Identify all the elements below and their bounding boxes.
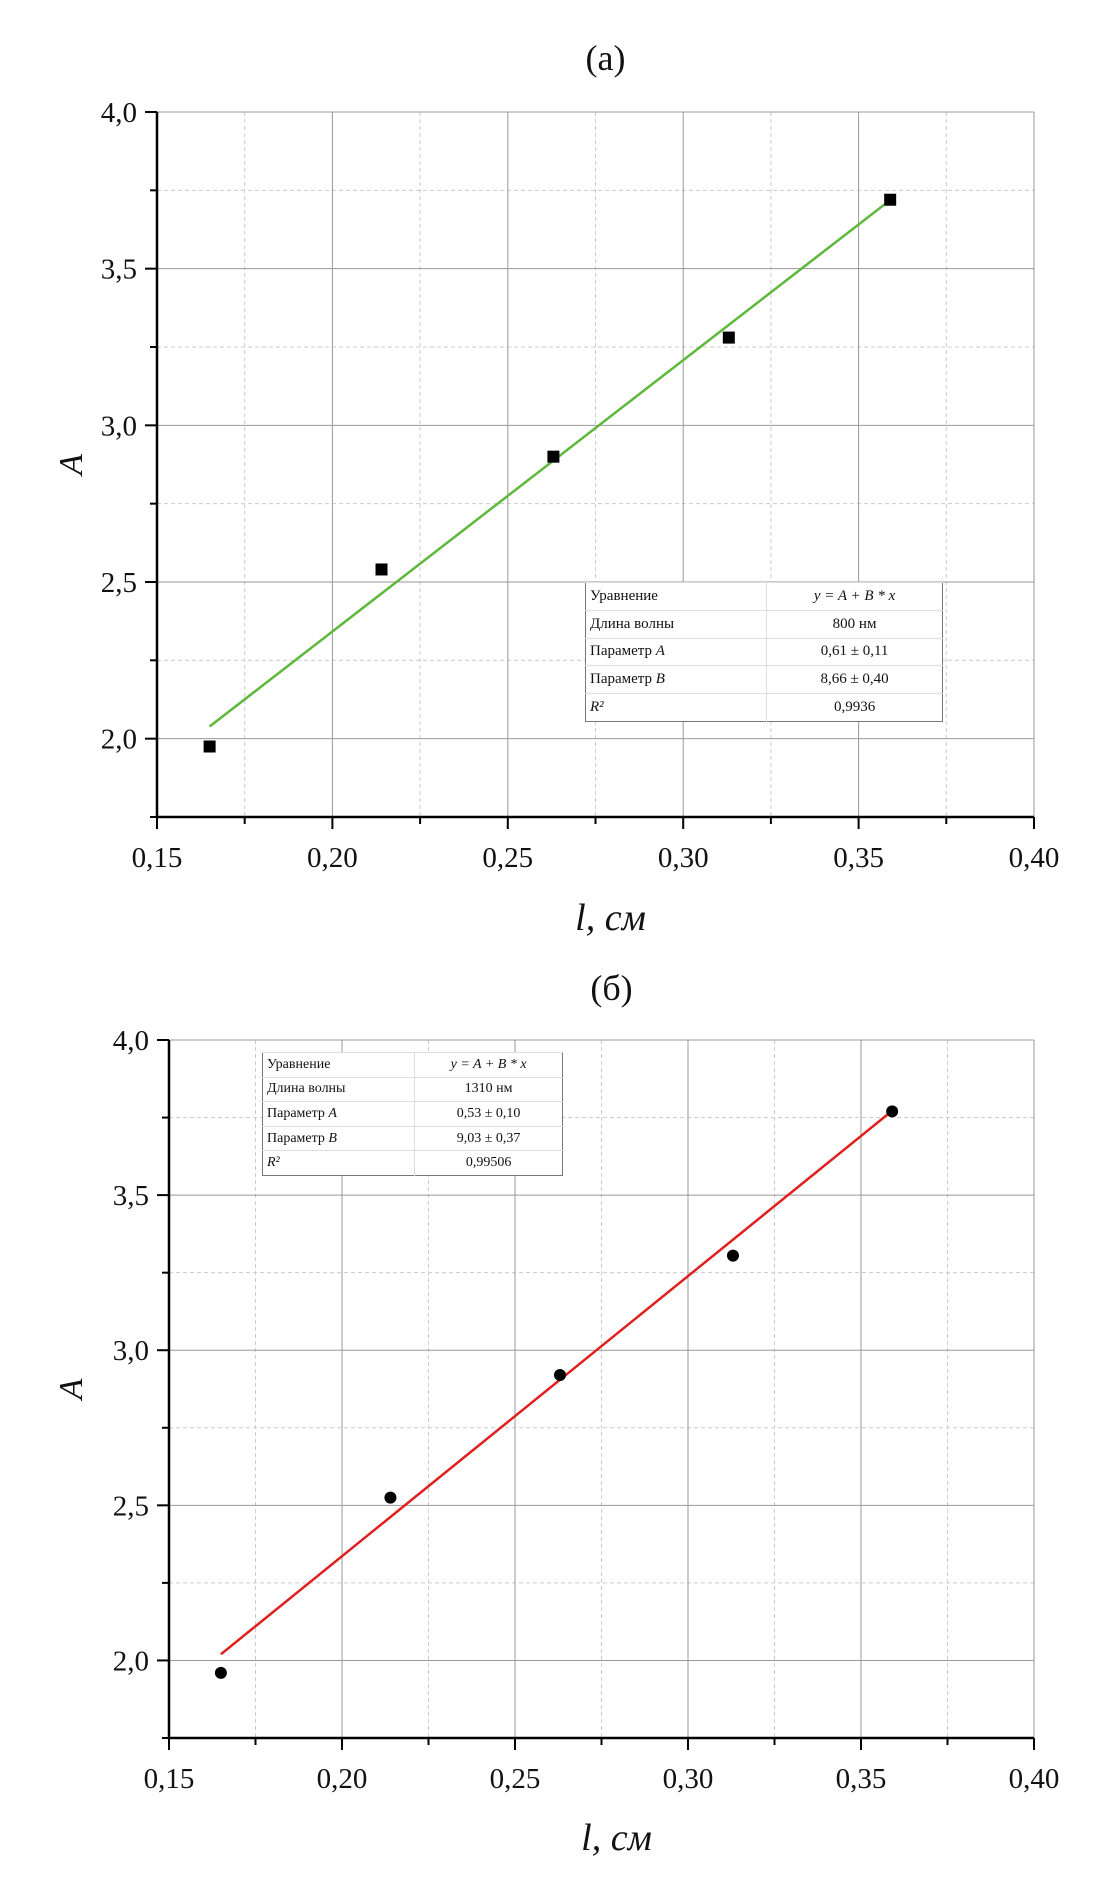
data-point <box>375 563 388 576</box>
x-tick-label: 0,40 <box>1009 1763 1060 1795</box>
table-value: 9,03 ± 0,37 <box>414 1125 563 1151</box>
x-axis-label: l, см <box>575 897 646 939</box>
parameter-symbol: A <box>652 643 665 660</box>
y-tick-label: 4,0 <box>101 97 137 129</box>
x-tick-label: 0,25 <box>482 842 533 874</box>
x-tick-label: 0,20 <box>317 1763 368 1795</box>
table-label: R² <box>585 693 767 722</box>
fit-results-table-a: Уравнение y = A + B * x Длина волны 800 нм П… <box>585 582 943 722</box>
chart-title: (б) <box>590 968 632 1008</box>
data-point <box>384 1491 397 1504</box>
table-value: 0,53 ± 0,10 <box>414 1101 563 1127</box>
chart-a: 0,15 0,20 0,25 0,30 0,35 0,40 2,0 2,5 3,0 3,5 4,0 (… <box>53 38 1059 939</box>
table-value: y = A + B * x <box>766 582 943 611</box>
y-tick-label: 2,5 <box>113 1490 149 1522</box>
y-tick-label: 3,5 <box>101 254 137 286</box>
x-tick-label: 0,15 <box>144 1763 195 1795</box>
x-tick-label: 0,30 <box>658 842 709 874</box>
x-tick-label: 0,25 <box>490 1763 541 1795</box>
table-label: Параметр B <box>585 665 767 694</box>
table-row: Параметр B 9,03 ± 0,37 <box>262 1125 563 1151</box>
y-axis-label: A <box>53 1378 90 1401</box>
x-tick-label: 0,35 <box>833 842 884 874</box>
chart-title: (a) <box>586 38 626 78</box>
data-point <box>214 1666 227 1679</box>
y-tick-label: 2,5 <box>101 567 137 599</box>
table-row: Параметр A 0,61 ± 0,11 <box>585 637 943 666</box>
table-label: Уравнение <box>262 1052 415 1078</box>
y-tick-label: 2,0 <box>113 1645 149 1677</box>
data-point <box>886 1105 899 1118</box>
fit-results-table-b: Уравнение y = A + B * x Длина волны 1310 нм… <box>262 1052 563 1176</box>
data-point <box>884 193 897 206</box>
table-row: Параметр B 8,66 ± 0,40 <box>585 665 943 694</box>
data-point <box>203 740 216 753</box>
table-row: Параметр A 0,53 ± 0,10 <box>262 1101 563 1127</box>
table-label: Параметр B <box>262 1125 415 1151</box>
table-row: Длина волны 800 нм <box>585 609 943 639</box>
x-tick-label: 0,20 <box>307 842 358 874</box>
table-value: 0,99506 <box>414 1150 563 1176</box>
x-tick-label: 0,40 <box>1009 842 1060 874</box>
data-point <box>553 1369 566 1382</box>
chart-b: 0,15 0,20 0,25 0,30 0,35 0,40 2,0 2,5 3,0 3,5 4,0 (… <box>53 968 1059 1859</box>
parameter-symbol: B <box>324 1130 337 1146</box>
table-value: y = A + B * x <box>414 1052 563 1078</box>
table-row: Уравнение y = A + B * x <box>262 1052 563 1078</box>
table-label: Длина волны <box>585 609 767 639</box>
data-point <box>722 331 735 344</box>
y-tick-label: 3,0 <box>101 410 137 442</box>
x-axis-label: l, см <box>581 1817 652 1859</box>
x-tick-label: 0,15 <box>132 842 183 874</box>
y-tick-label: 4,0 <box>113 1025 149 1057</box>
table-label: Уравнение <box>585 582 767 611</box>
fit-line <box>220 1109 893 1656</box>
y-tick-label: 3,0 <box>113 1335 149 1367</box>
fit-line <box>208 199 891 728</box>
table-value: 800 нм <box>766 609 943 639</box>
table-value: 0,61 ± 0,11 <box>766 637 943 666</box>
table-row: R² 0,9936 <box>585 693 943 722</box>
table-label: R² <box>262 1150 415 1176</box>
data-point <box>726 1249 739 1262</box>
data-point <box>547 450 560 463</box>
y-tick-label: 3,5 <box>113 1180 149 1212</box>
table-row: Длина волны 1310 нм <box>262 1076 563 1102</box>
parameter-symbol: B <box>652 671 665 688</box>
parameter-symbol: A <box>324 1105 337 1121</box>
table-row: Уравнение y = A + B * x <box>585 582 943 611</box>
table-value: 8,66 ± 0,40 <box>766 665 943 694</box>
table-label: Параметр A <box>262 1101 415 1127</box>
y-tick-label: 2,0 <box>101 724 137 756</box>
table-label: Длина волны <box>262 1076 415 1102</box>
table-value: 1310 нм <box>414 1076 563 1102</box>
table-row: R² 0,99506 <box>262 1150 563 1176</box>
x-tick-label: 0,35 <box>836 1763 887 1795</box>
x-tick-label: 0,30 <box>663 1763 714 1795</box>
table-label: Параметр A <box>585 637 767 666</box>
y-axis-label: A <box>53 454 90 477</box>
table-value: 0,9936 <box>766 693 943 722</box>
